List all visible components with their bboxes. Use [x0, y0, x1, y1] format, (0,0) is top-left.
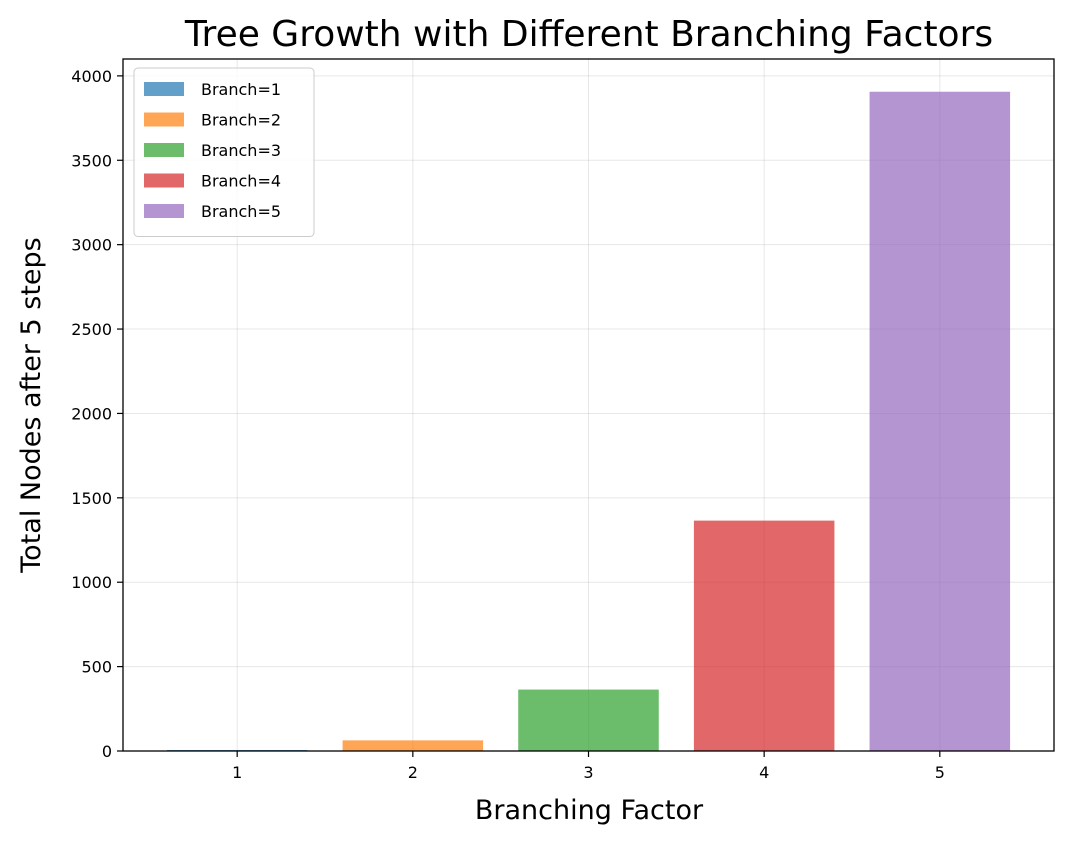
- legend-box: [133, 67, 315, 237]
- y-axis-title: Total Nodes after 5 steps: [16, 237, 47, 573]
- y-tick-label: 3500: [71, 151, 112, 170]
- y-tick-label: 1000: [71, 573, 112, 592]
- legend-swatch: [144, 143, 184, 157]
- bars: [166, 91, 1011, 752]
- legend-label: Branch=3: [201, 141, 281, 160]
- y-tick-label: 500: [81, 658, 112, 677]
- x-tick-label: 3: [583, 763, 593, 782]
- bar-3: [518, 689, 659, 751]
- y-tick-label: 2500: [71, 320, 112, 339]
- bar-5: [869, 91, 1011, 752]
- y-tick-label: 4000: [71, 67, 112, 86]
- y-tick-label: 0: [102, 742, 112, 761]
- x-axis-ticks: 1 2 3 4 5: [232, 751, 945, 782]
- y-tick-label: 3000: [71, 236, 112, 255]
- bar-4: [693, 520, 835, 751]
- legend-label: Branch=5: [201, 202, 281, 221]
- bar-2: [342, 740, 484, 751]
- legend-swatch: [144, 112, 184, 127]
- x-tick-label: 1: [232, 763, 242, 782]
- y-tick-label: 1500: [71, 489, 112, 508]
- legend-swatch: [144, 82, 184, 96]
- x-tick-label: 4: [759, 763, 769, 782]
- axes: 1 2 3 4 5 0 500 1000 1500 2000 2500 3000 3500 4000: [71, 58, 1055, 782]
- legend: Branch=1 Branch=2 Branch=3 Branch=4 Branch=5: [133, 67, 315, 237]
- x-tick-label: 5: [935, 763, 945, 782]
- x-axis-title: Branching Factor: [475, 795, 704, 826]
- legend-label: Branch=4: [201, 172, 281, 191]
- chart-title: Tree Growth with Different Branching Fac…: [184, 14, 993, 55]
- legend-label: Branch=2: [201, 111, 281, 130]
- legend-swatch: [144, 173, 184, 188]
- y-axis-ticks: 0 500 1000 1500 2000 2500 3000 3500 4000: [71, 67, 123, 761]
- y-tick-label: 2000: [71, 404, 112, 423]
- legend-swatch: [144, 204, 184, 218]
- x-tick-label: 2: [408, 763, 418, 782]
- legend-label: Branch=1: [201, 80, 281, 99]
